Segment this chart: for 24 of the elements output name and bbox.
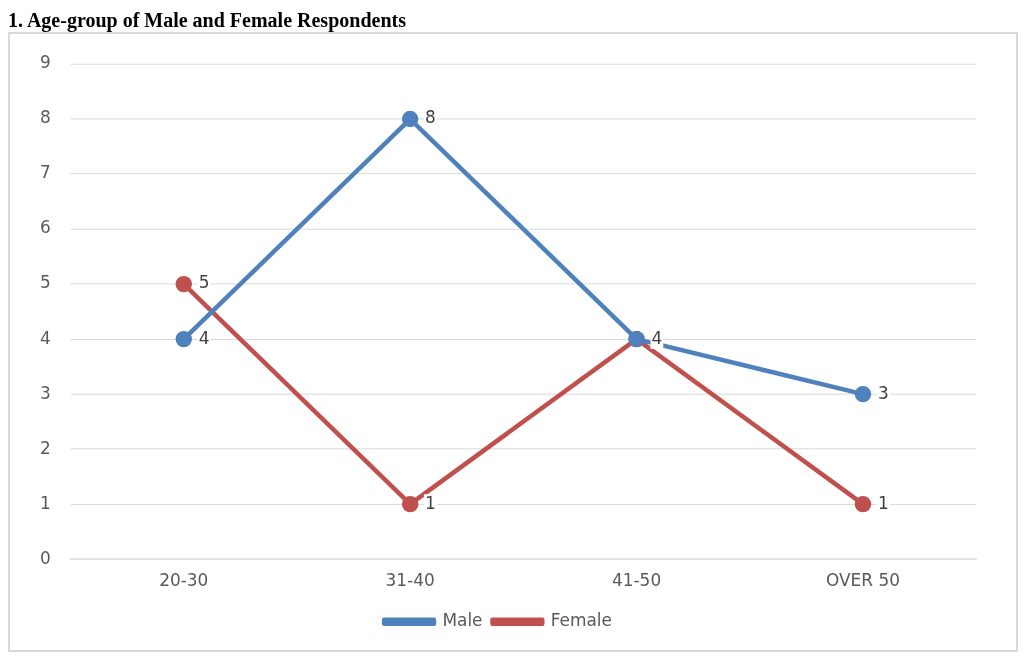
y-tick-label: 9: [39, 52, 51, 73]
x-tick-label: 41-50: [611, 569, 662, 590]
y-tick-label: 3: [39, 382, 51, 403]
y-tick-label: 2: [39, 437, 51, 458]
data-label: 5: [198, 272, 210, 293]
data-label: 4: [198, 327, 210, 348]
data-label: 4: [651, 327, 663, 348]
y-tick-label: 0: [39, 547, 51, 568]
y-tick-label: 5: [39, 272, 51, 293]
data-label: 8: [425, 107, 436, 128]
y-tick-label: 1: [39, 492, 51, 513]
data-label: 1: [425, 492, 436, 513]
x-tick-label: 31-40: [385, 569, 435, 590]
legend-label: Male: [442, 610, 483, 631]
legend-label: Female: [550, 610, 612, 631]
y-tick-label: 7: [39, 162, 51, 183]
chart-title: 1. Age-group of Male and Female Respondents: [8, 8, 407, 32]
x-tick-label: 20-30: [159, 569, 209, 590]
y-tick-label: 8: [39, 107, 51, 128]
data-label: 3: [877, 382, 889, 403]
data-label: 1: [877, 492, 889, 513]
y-tick-label: 6: [39, 217, 51, 238]
x-tick-label: OVER 50: [825, 569, 900, 590]
y-tick-label: 4: [39, 327, 51, 348]
